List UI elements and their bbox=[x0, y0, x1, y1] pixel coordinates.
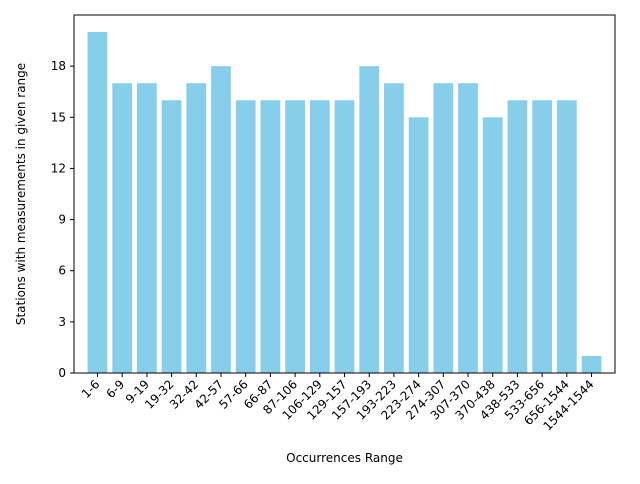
bar-656-1544 bbox=[556, 100, 577, 373]
bar-106-129 bbox=[309, 100, 330, 373]
bar-9-19 bbox=[136, 83, 157, 373]
bar-307-370 bbox=[458, 83, 478, 373]
x-tick-label: 1-6 bbox=[79, 377, 103, 401]
bar-1-6 bbox=[87, 32, 108, 374]
bar-129-157 bbox=[334, 100, 355, 373]
y-tick-label: 3 bbox=[58, 315, 66, 329]
y-tick-label: 12 bbox=[51, 161, 66, 175]
plot-frame bbox=[73, 14, 616, 374]
bar-274-307 bbox=[433, 83, 454, 373]
bar-533-656 bbox=[532, 100, 553, 373]
y-tick-label: 0 bbox=[58, 366, 66, 380]
y-axis-label: Stations with measurements in given rang… bbox=[14, 63, 28, 325]
y-axis: 0 3 6 9 12 15 18 bbox=[51, 59, 74, 380]
x-axis-label: Occurrences Range bbox=[286, 451, 403, 465]
bar-66-87 bbox=[260, 100, 281, 373]
y-tick-label: 15 bbox=[51, 110, 66, 124]
bar-6-9 bbox=[112, 83, 133, 373]
bar-370-438 bbox=[482, 117, 503, 374]
bar-223-274 bbox=[408, 117, 429, 374]
bar-87-106 bbox=[285, 100, 305, 373]
x-axis: 1-6 6-99-1919-3232-4242-5757-6666-8787-10… bbox=[79, 373, 597, 433]
bar-1544-1544 bbox=[581, 355, 602, 373]
bar-193-223 bbox=[384, 83, 404, 373]
bar-32-42 bbox=[186, 83, 207, 373]
bar-19-32 bbox=[161, 100, 182, 373]
bar-438-533 bbox=[507, 100, 528, 373]
y-tick-label: 6 bbox=[58, 264, 66, 278]
y-tick-label: 18 bbox=[51, 59, 66, 73]
bar-157-193 bbox=[359, 66, 380, 374]
bars bbox=[87, 32, 602, 374]
y-tick-label: 9 bbox=[58, 213, 66, 227]
bar-42-57 bbox=[211, 66, 231, 374]
bar-57-66 bbox=[235, 100, 256, 373]
